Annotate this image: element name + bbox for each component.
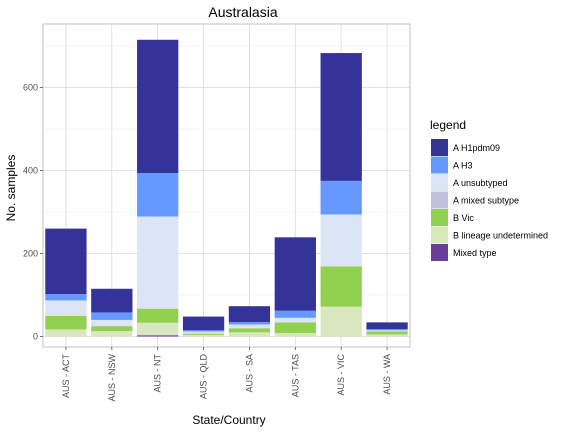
x-axis: AUS - ACT AUS - NSW AUS - NT AUS - QLD AUS -… [61,347,392,402]
bar-aus-vic-b-lineage-undetermined [320,306,362,337]
bar-aus-nt-a-h3 [137,172,179,217]
bar-aus-sa-b-lineage-undetermined [228,332,271,337]
legend-label-a-h3: A H3 [453,161,473,171]
chart-title: Australasia [208,4,277,20]
bar-aus-tas-b-lineage-undetermined [274,333,316,337]
x-tick-label: AUS - NT [153,354,163,393]
bar-aus-wa-a-h1pdm09 [366,322,408,330]
bar-aus-act-b-vic [45,315,87,330]
y-tick-label: 0 [33,332,38,342]
bar-aus-sa-a-h3 [228,321,271,325]
legend-label-a-h1pdm09: A H1pdm09 [453,143,500,153]
bar-aus-act-b-lineage-undetermined [45,329,87,337]
bar-aus-nt-a-h1pdm09 [137,39,179,173]
bar-aus-tas-b-vic [274,322,316,334]
bar-aus-nsw-b-lineage-undetermined [91,331,133,337]
bar-aus-wa-b-vic [366,331,408,335]
bar-aus-nt-a-unsubtyped [137,216,179,309]
legend-title: legend [430,118,466,132]
x-tick-label: AUS - VIC [336,354,346,396]
bar-aus-wa-b-lineage-undetermined [366,334,408,337]
x-tick-label: AUS - SA [244,354,254,393]
legend-key-a-unsubtyped [431,174,448,191]
x-axis-title: State/Country [192,413,265,427]
bar-aus-qld-b-vic [182,333,225,335]
bar-aus-qld-a-h1pdm09 [182,316,225,331]
bar-aus-qld-a-h3 [182,330,225,332]
bar-aus-vic-a-h3 [320,180,362,215]
legend-key-b-lineage-undetermined [431,226,448,244]
bar-aus-nsw-a-h1pdm09 [91,288,133,313]
bar-aus-vic-a-unsubtyped [320,214,362,267]
y-axis-title: No. samples [4,155,18,222]
y-tick-label: 600 [23,83,38,93]
x-tick-label: AUS - QLD [199,354,209,400]
bar-aus-vic-a-h1pdm09 [320,53,362,181]
bar-aus-wa-a-h3 [366,329,408,331]
legend-key-mixed-type [431,244,448,261]
legend-label-a-mixed-subtype: A mixed subtype [453,196,519,206]
legend-key-b-vic [431,209,448,226]
legend-key-a-mixed-subtype [431,191,448,209]
y-axis: 0 200 400 600 [23,83,43,342]
bar-aus-nsw-a-h3 [91,312,133,320]
bar-aus-act-a-h1pdm09 [45,228,87,295]
legend-label-b-lineage-undetermined: B lineage undetermined [453,231,548,241]
bar-aus-nsw-b-vic [91,326,133,332]
bar-aus-sa-a-h1pdm09 [228,306,271,322]
bar-aus-act-a-h3 [45,294,87,301]
bars [45,39,408,337]
bar-aus-nt-b-vic [137,308,179,323]
bar-aus-nsw-a-unsubtyped [91,319,133,327]
legend-label-a-unsubtyped: A unsubtyped [453,178,508,188]
x-tick-label: AUS - NSW [107,354,117,402]
x-tick-label: AUS - TAS [290,354,300,397]
legend-label-b-vic: B Vic [453,213,474,223]
legend-key-a-h3 [431,156,448,174]
bar-aus-act-a-unsubtyped [45,300,87,316]
bar-aus-wa-a-unsubtyped [366,330,408,332]
x-tick-label: AUS - WA [382,354,392,395]
legend: legend A H1pdm09 A H3 A unsubtyped A mixed … [430,118,548,261]
bar-aus-sa-a-unsubtyped [228,324,271,329]
bar-aus-qld-b-lineage-undetermined [182,334,225,337]
bar-aus-tas-a-h3 [274,310,316,318]
y-tick-label: 200 [23,249,38,259]
bar-aus-tas-a-h1pdm09 [274,237,316,311]
y-tick-label: 400 [23,166,38,176]
legend-label-mixed-type: Mixed type [453,248,497,258]
legend-key-a-h1pdm09 [431,139,448,156]
bar-aus-sa-b-vic [228,328,271,333]
bar-aus-qld-a-unsubtyped [182,331,225,334]
bar-aus-tas-a-unsubtyped [274,317,316,323]
x-tick-label: AUS - ACT [61,354,71,399]
bar-aus-nt-b-lineage-undetermined [137,322,179,336]
bar-aus-vic-b-vic [320,266,362,307]
bar-aus-nt-mixed-type [137,335,179,337]
